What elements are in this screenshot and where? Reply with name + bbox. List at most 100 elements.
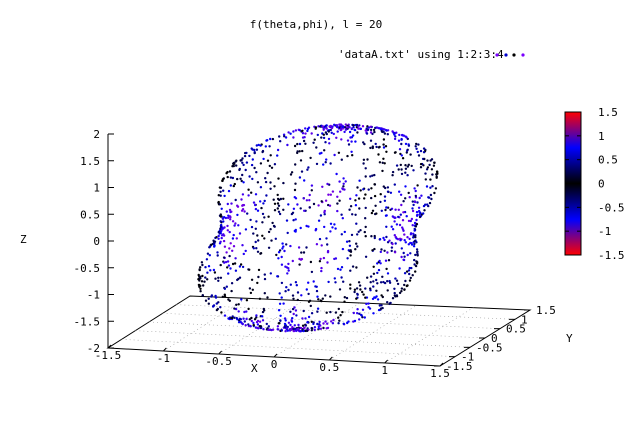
data-point: [251, 158, 254, 161]
z-tick-label: 0.5: [80, 208, 100, 221]
data-point: [275, 253, 278, 257]
data-point: [338, 123, 341, 126]
data-point: [414, 264, 418, 268]
data-point: [247, 323, 250, 326]
data-point: [293, 327, 297, 330]
y-axis-label: Y: [566, 332, 573, 345]
data-point: [369, 281, 372, 284]
data-point: [344, 128, 348, 131]
data-point: [322, 256, 326, 260]
data-point: [236, 205, 240, 208]
data-point: [323, 213, 326, 216]
data-point: [355, 287, 359, 290]
data-point: [237, 310, 240, 313]
data-point: [360, 314, 363, 317]
data-point: [217, 279, 220, 282]
data-point: [356, 308, 359, 311]
data-point: [400, 137, 403, 141]
data-point: [375, 278, 378, 282]
data-point: [363, 230, 366, 234]
data-point: [227, 264, 231, 267]
data-point: [428, 163, 431, 167]
x-ticks: -1.5 -1 -0.5 0 0.5 1 1.5: [95, 344, 450, 380]
data-point: [279, 314, 282, 317]
data-point: [219, 220, 222, 223]
data-point: [385, 214, 388, 217]
data-point: [217, 200, 220, 204]
data-point: [247, 188, 250, 191]
data-point: [406, 174, 409, 177]
data-point: [294, 309, 298, 312]
data-point: [405, 270, 409, 273]
data-point: [394, 135, 397, 138]
z-tick-label: 1: [93, 182, 100, 195]
data-point: [215, 308, 219, 312]
data-point: [370, 211, 374, 215]
data-point: [327, 203, 330, 207]
data-point: [271, 221, 274, 225]
data-point: [289, 283, 292, 286]
data-point: [287, 269, 290, 272]
data-point: [405, 136, 408, 139]
data-point: [341, 310, 344, 314]
data-point: [217, 301, 220, 304]
data-point: [403, 239, 406, 242]
data-point: [327, 280, 330, 284]
data-point: [304, 324, 308, 327]
data-point: [402, 258, 406, 262]
data-point: [432, 164, 436, 167]
data-point: [346, 154, 349, 158]
data-point: [364, 217, 367, 220]
data-point: [256, 319, 260, 323]
data-point: [378, 145, 381, 149]
data-point: [254, 240, 257, 244]
data-point: [255, 316, 258, 319]
data-point: [291, 294, 295, 297]
data-point: [240, 179, 243, 183]
data-point: [416, 251, 419, 254]
data-point: [407, 144, 411, 147]
data-point: [400, 290, 403, 293]
data-point: [433, 161, 436, 164]
data-point: [326, 243, 329, 246]
data-point: [301, 317, 304, 320]
data-point: [278, 302, 282, 305]
data-point: [226, 175, 229, 179]
data-point: [241, 193, 245, 196]
data-point: [353, 319, 357, 323]
data-point: [307, 166, 310, 169]
data-point: [404, 167, 408, 170]
data-point: [426, 166, 430, 169]
data-point: [337, 316, 340, 319]
data-point: [292, 219, 295, 222]
data-point: [228, 215, 232, 218]
data-point: [250, 163, 254, 167]
data-point: [223, 293, 226, 296]
data-point: [201, 294, 204, 297]
data-point: [258, 320, 262, 323]
data-point: [253, 203, 257, 207]
data-point: [383, 195, 387, 198]
data-point: [413, 242, 416, 246]
data-point: [267, 246, 271, 249]
data-point: [381, 306, 384, 310]
data-point: [261, 221, 264, 224]
data-point: [415, 142, 418, 146]
data-point: [395, 131, 398, 134]
data-point: [222, 256, 226, 259]
data-point: [337, 307, 340, 311]
data-point: [249, 218, 252, 222]
data-point: [342, 185, 345, 188]
data-point: [231, 220, 235, 223]
data-point: [229, 267, 232, 270]
data-point: [243, 310, 246, 314]
data-point: [390, 249, 393, 253]
data-point: [344, 123, 347, 126]
data-point: [259, 144, 262, 147]
data-point: [403, 288, 406, 291]
data-point: [273, 209, 277, 212]
data-point: [228, 299, 231, 302]
data-point: [308, 206, 311, 209]
data-point: [299, 326, 303, 330]
data-point: [377, 308, 381, 312]
